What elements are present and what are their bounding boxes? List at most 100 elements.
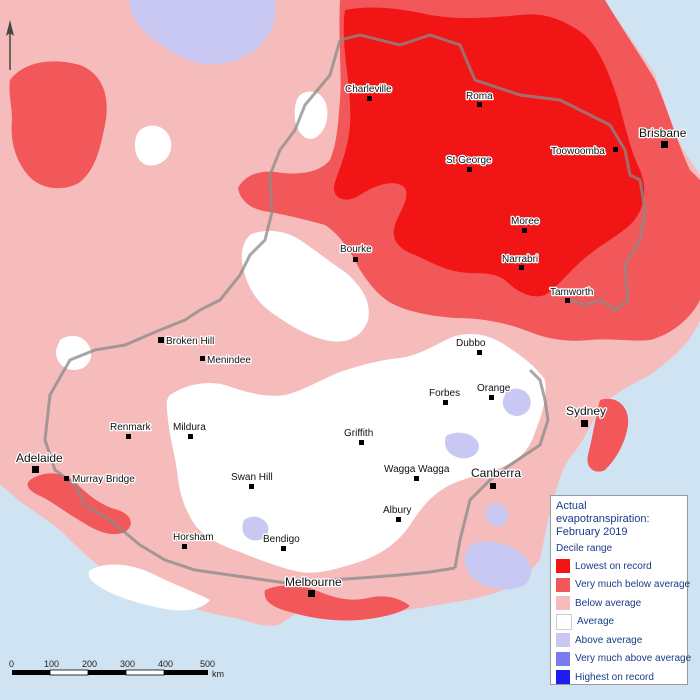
city-markers <box>32 96 668 597</box>
average-region-nw <box>135 125 172 166</box>
tamworth-label: Tamworth <box>550 287 593 298</box>
moree-marker <box>522 228 527 233</box>
legend-item: Average <box>556 613 682 632</box>
very-much-below-region-coast <box>264 585 410 621</box>
legend-swatch <box>556 596 570 611</box>
average-region-charleville <box>294 91 328 139</box>
above-average-patch-griffith <box>444 432 479 459</box>
scale-tick-0: 0 <box>9 659 14 669</box>
legend-label: Very much below average <box>575 579 691 591</box>
scale-tick-300: 300 <box>120 659 135 669</box>
legend-swatch <box>556 633 570 648</box>
swan-hill-label: Swan Hill <box>231 472 273 483</box>
legend-item: Highest on record <box>556 668 682 687</box>
scale-tick-400: 400 <box>158 659 173 669</box>
state-border-qld-nsw <box>339 33 647 312</box>
tamworth-marker <box>565 298 570 303</box>
average-region-broken-hill <box>241 230 369 342</box>
legend-item: Very much below average <box>556 576 690 595</box>
mildura-label: Mildura <box>173 422 206 433</box>
narrabri-marker <box>519 265 524 270</box>
renmark-label: Renmark <box>110 422 152 433</box>
griffith-marker <box>359 440 364 445</box>
toowoomba-marker <box>613 147 618 152</box>
north-arrow-icon <box>6 20 14 70</box>
moree-label: Moree <box>511 216 540 227</box>
scale-tick-100: 100 <box>44 659 59 669</box>
roma-label: Roma <box>466 91 493 102</box>
adelaide-marker <box>32 466 39 473</box>
legend-label: Average <box>577 616 615 628</box>
lowest-on-record-region <box>334 7 645 297</box>
charleville-label: Charleville <box>345 84 392 95</box>
above-average-patch-swanhill <box>242 516 269 541</box>
legend-title-line1: Actual <box>556 500 587 512</box>
broken-hill-label: Broken Hill <box>166 336 214 347</box>
melbourne-label: Melbourne <box>285 575 342 589</box>
canberra-marker <box>490 483 496 489</box>
legend-label: Below average <box>575 597 642 609</box>
horsham-marker <box>182 544 187 549</box>
sydney-label: Sydney <box>566 404 606 418</box>
toowoomba-label: Toowoomba <box>551 146 605 157</box>
legend-swatch <box>556 577 570 592</box>
griffith-label: Griffith <box>344 428 373 439</box>
very-much-below-region-sw <box>27 473 131 535</box>
legend-swatch <box>556 651 570 666</box>
scale-tick-500: 500 <box>200 659 215 669</box>
above-average-patch-canberra <box>486 503 509 527</box>
above-average-patch-north <box>129 0 276 65</box>
murray-bridge-label: Murray Bridge <box>72 474 135 485</box>
dubbo-label: Dubbo <box>456 338 486 349</box>
orange-label: Orange <box>477 383 511 394</box>
bendigo-marker <box>281 546 286 551</box>
bourke-marker <box>353 257 358 262</box>
charleville-marker <box>367 96 372 101</box>
narrabri-label: Narrabri <box>502 254 538 265</box>
average-region-central <box>166 334 546 573</box>
legend-swatch <box>556 670 570 685</box>
broken-hill-marker <box>158 337 164 343</box>
scale-bar: 0 100 200 300 400 500 km <box>9 659 224 679</box>
legend-item: Lowest on record <box>556 557 682 576</box>
wagga-wagga-marker <box>414 476 419 481</box>
brisbane-label: Brisbane <box>639 126 687 140</box>
legend-title-line2: evapotranspiration: <box>556 513 650 525</box>
melbourne-marker <box>308 590 315 597</box>
scale-unit: km <box>212 669 224 679</box>
horsham-label: Horsham <box>173 532 214 543</box>
legend-item: Below average <box>556 594 682 613</box>
swan-hill-marker <box>249 484 254 489</box>
legend-panel: Actual evapotranspiration: February 2019… <box>550 495 691 687</box>
legend-swatch <box>556 559 570 574</box>
very-much-below-region-west <box>9 61 107 189</box>
brisbane-marker <box>661 141 668 148</box>
legend-label: Highest on record <box>575 671 654 683</box>
legend-item: Very much above average <box>556 650 691 669</box>
murray-bridge-marker <box>64 476 69 481</box>
forbes-label: Forbes <box>429 388 460 399</box>
st-george-label: St George <box>446 155 492 166</box>
state-border-sa-boundary <box>43 39 456 587</box>
orange-marker <box>489 395 494 400</box>
adelaide-label: Adelaide <box>16 451 63 465</box>
canberra-label: Canberra <box>471 466 521 480</box>
sydney-marker <box>581 420 588 427</box>
legend-title: Actual evapotranspiration: February 2019 <box>556 500 682 539</box>
average-region-sw <box>55 335 92 370</box>
menindee-label: Menindee <box>207 355 251 366</box>
roma-marker <box>477 102 482 107</box>
albury-marker <box>396 517 401 522</box>
above-average-patch-orange <box>502 388 531 416</box>
state-border-nsw-vic <box>453 368 550 569</box>
legend-label: Above average <box>575 634 643 646</box>
legend-label: Very much above average <box>575 653 692 665</box>
legend-rows: Lowest on record Very much below average B… <box>556 557 691 687</box>
albury-label: Albury <box>383 505 411 516</box>
legend-swatch <box>556 613 572 630</box>
legend-subtitle: Decile range <box>556 543 613 554</box>
forbes-marker <box>443 400 448 405</box>
legend-title-line3: February 2019 <box>556 526 628 538</box>
st-george-marker <box>467 167 472 172</box>
